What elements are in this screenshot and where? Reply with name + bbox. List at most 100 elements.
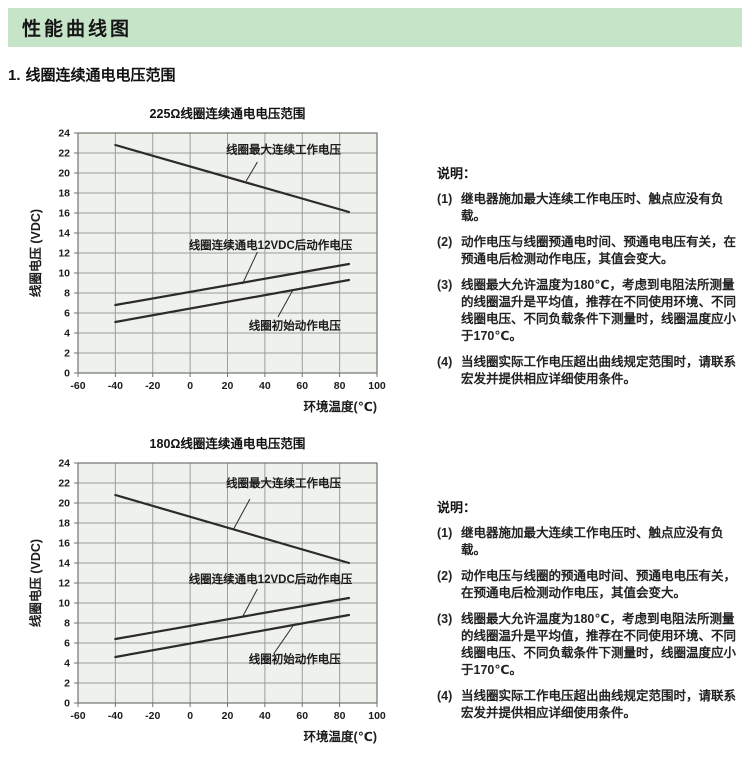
note-item: (4) 当线圈实际工作电压超出曲线规定范围时，请联系宏发并提供相应详细使用条件。 [437,688,745,722]
y-tick-label: 14 [58,558,70,570]
x-tick-label: 40 [259,710,271,722]
series-line-0 [114,143,351,214]
note-item: (1) 继电器施加最大连续工作电压时、触点应没有负载。 [437,525,745,559]
annotation-leader [277,289,294,318]
y-tick-label: 16 [58,208,70,220]
y-tick-label: 2 [64,678,70,690]
y-tick-label: 24 [58,458,70,470]
series-line-0 [114,493,351,565]
series-line-1 [114,262,351,307]
note-text: 动作电压与线圈的预通电时间、预通电电压有关，在预通电后检测动作电压，其值会变大。 [461,569,737,600]
y-tick-label: 6 [64,308,70,320]
notes-block-2: 说明： (1) 继电器施加最大连续工作电压时、触点应没有负载。 (2) 动作电压与线圈的… [437,497,745,731]
note-item: (1) 继电器施加最大连续工作电压时、触点应没有负载。 [437,191,745,225]
y-tick-label: 4 [64,658,70,670]
annotation-leader [242,588,258,618]
note-item: (2) 动作电压与线圈预通电时间、预通电电压有关，在预通电后检测动作电压，其值会变… [437,234,745,268]
x-tick-label: 0 [187,380,193,392]
notes-heading: 说明： [437,500,477,515]
annotation-label: 线圈初始动作电压 [249,652,341,666]
note-text: 线圈最大允许温度为180℃，考虑到电阻法所测量的线圈温升是平均值，推荐在不同使用… [461,612,737,677]
y-tick-label: 18 [58,188,70,200]
y-tick-label: 10 [58,598,70,610]
y-tick-label: 22 [58,148,70,160]
note-item: (2) 动作电压与线圈的预通电时间、预通电电压有关，在预通电后检测动作电压，其值会… [437,568,745,602]
note-number: (1) [437,526,453,540]
note-item: (3) 线圈最大允许温度为180℃，考虑到电阻法所测量的线圈温升是平均值，推荐在不… [437,277,745,345]
y-tick-label: 10 [58,268,70,280]
x-tick-label: -20 [145,380,160,392]
y-tick-label: 0 [64,368,70,380]
note-number: (2) [437,235,453,249]
x-tick-label: 60 [296,380,308,392]
series-line-2 [114,278,351,324]
subsection-heading: 1. 线圈连续通电电压范围 [8,64,176,85]
y-tick-label: 22 [58,478,70,490]
plot-border [77,462,378,704]
annotation-label: 线圈连续通电12VDC后动作电压 [189,572,353,586]
annotation-leader [273,625,294,654]
x-tick-label: 100 [368,710,386,722]
note-number: (3) [437,612,453,626]
y-tick-label: 14 [58,228,70,240]
series-line-1 [114,596,351,641]
notes-heading: 说明： [437,166,477,181]
y-tick-label: 16 [58,538,70,550]
x-tick-label: 40 [259,380,271,392]
y-tick-label: 12 [58,248,70,260]
x-tick-label: -60 [70,380,85,392]
annotation-leader [232,498,251,531]
note-text: 继电器施加最大连续工作电压时、触点应没有负载。 [461,526,724,557]
y-axis-title: 线圈电压 (VDC) [28,209,43,297]
annotation-label: 线圈初始动作电压 [249,319,341,333]
note-text: 线圈最大允许温度为180℃，考虑到电阻法所测量的线圈温升是平均值，推荐在不同使用… [461,278,737,343]
y-tick-label: 4 [64,328,70,340]
x-tick-label: 100 [368,380,386,392]
note-number: (4) [437,689,453,703]
annotation-label: 线圈最大连续工作电压 [226,476,341,490]
x-tick-label: 80 [334,710,346,722]
y-tick-label: 20 [58,498,70,510]
x-axis-title: 环境温度(℃) [304,729,377,744]
note-number: (2) [437,569,453,583]
note-item: (3) 线圈最大允许温度为180℃，考虑到电阻法所测量的线圈温升是平均值，推荐在不… [437,611,745,679]
chart-canvas-180ohm: -60 -40 -20 0 20 40 60 80 1000246810121416182022… [28,458,386,745]
series-line-2 [114,613,351,659]
note-text: 动作电压与线圈预通电时间、预通电电压有关，在预通电后检测动作电压，其值会变大。 [461,235,737,266]
note-number: (1) [437,192,453,206]
annotation-label: 线圈连续通电12VDC后动作电压 [189,238,353,252]
annotation-leader [245,161,258,182]
y-tick-label: 6 [64,638,70,650]
x-tick-label: 60 [296,710,308,722]
y-tick-label: 0 [64,698,70,710]
y-tick-label: 24 [58,128,70,140]
x-tick-label: 0 [187,710,193,722]
y-axis-title: 线圈电压 (VDC) [28,539,43,627]
x-tick-label: 20 [222,710,234,722]
chart-title-225ohm: 225Ω线圈连续通电电压范围 [149,107,306,121]
x-tick-label: -60 [70,710,85,722]
y-tick-label: 8 [64,288,70,300]
y-tick-label: 20 [58,168,70,180]
x-tick-label: 20 [222,380,234,392]
notes-block-1: 说明： (1) 继电器施加最大连续工作电压时、触点应没有负载。 (2) 动作电压与线圈预… [437,163,745,397]
chart-canvas-225ohm: -60 -40 -20 0 20 40 60 80 1000246810121416182022… [28,128,386,415]
annotation-label: 线圈最大连续工作电压 [226,143,341,157]
y-tick-label: 2 [64,348,70,360]
note-text: 当线圈实际工作电压超出曲线规定范围时，请联系宏发并提供相应详细使用条件。 [461,689,737,720]
section-header-bar: 性能曲线图 [8,8,742,47]
note-number: (3) [437,278,453,292]
chart-title-180ohm: 180Ω线圈连续通电电压范围 [149,437,306,451]
plot-border [77,132,378,374]
x-axis-title: 环境温度(℃) [304,399,377,414]
note-number: (4) [437,355,453,369]
note-text: 继电器施加最大连续工作电压时、触点应没有负载。 [461,192,724,223]
subsection-number: 1. [8,67,21,84]
x-tick-label: -40 [108,710,123,722]
note-text: 当线圈实际工作电压超出曲线规定范围时，请联系宏发并提供相应详细使用条件。 [461,355,737,386]
y-tick-label: 18 [58,518,70,530]
x-tick-label: -20 [145,710,160,722]
y-tick-label: 8 [64,618,70,630]
chart-225ohm: 225Ω线圈连续通电电压范围 -60 -40 -20 0 20 40 60 80 100 0 2 4 6… [20,98,392,420]
chart-180ohm: 180Ω线圈连续通电电压范围 -60 -40 -20 0 20 40 60 80 100 0 2 4 6… [20,428,392,750]
